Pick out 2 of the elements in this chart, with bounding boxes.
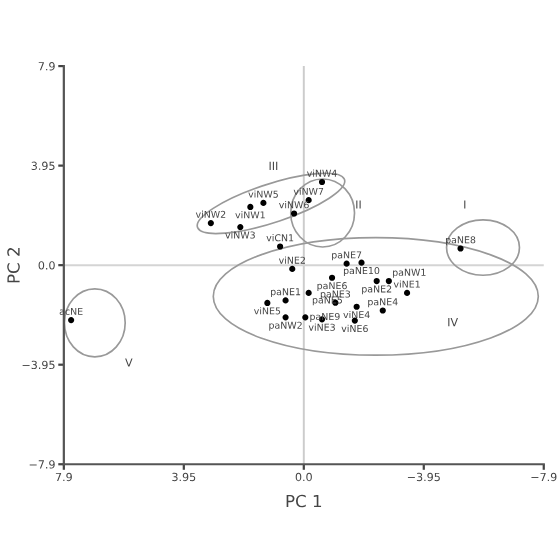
x-axis-title: PC 1 — [286, 494, 322, 508]
y-axis-title: PC 2 — [7, 248, 20, 283]
